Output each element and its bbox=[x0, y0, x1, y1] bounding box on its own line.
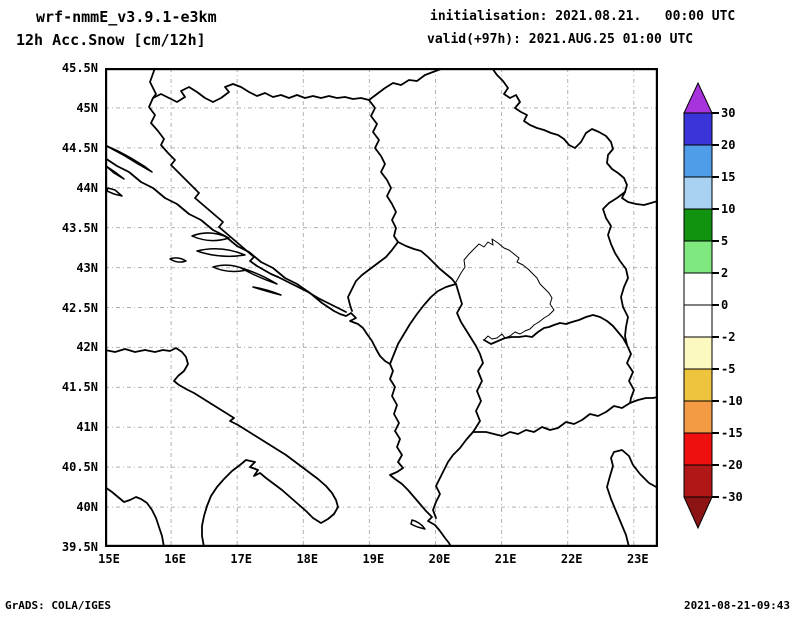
border-danube-romania bbox=[491, 68, 658, 206]
colorbar-tick bbox=[712, 496, 719, 498]
border-top-croatia bbox=[149, 68, 157, 99]
colorbar-level-label: -15 bbox=[721, 426, 743, 440]
lat-tick-label: 45N bbox=[76, 100, 98, 115]
colorbar-level-label: 15 bbox=[721, 170, 736, 184]
lat-tick-label: 40.5N bbox=[61, 460, 98, 475]
lat-tick-label: 42.5N bbox=[61, 300, 98, 315]
colorbar-level-label: -20 bbox=[721, 458, 743, 472]
lon-tick-label: 16E bbox=[164, 552, 186, 566]
lon-tick-label: 18E bbox=[296, 552, 319, 566]
colorbar-segment bbox=[683, 208, 713, 242]
grads-credit: GrADS: COLA/IGES bbox=[5, 599, 111, 612]
lat-tick-label: 42N bbox=[76, 340, 98, 355]
lon-tick-label: 17E bbox=[230, 552, 253, 566]
lon-tick-label: 20E bbox=[428, 552, 451, 566]
lon-tick-label: 21E bbox=[494, 552, 517, 566]
plot-timestamp: 2021-08-21-09:43 bbox=[684, 599, 790, 612]
colorbar-tick bbox=[712, 336, 719, 338]
colorbar-level-label: -30 bbox=[721, 490, 743, 504]
colorbar-tick bbox=[712, 176, 719, 178]
border-serbia-macedonia bbox=[483, 314, 628, 346]
colorbar-level-label: -2 bbox=[721, 330, 736, 344]
border-kosovo bbox=[455, 238, 555, 341]
colorbar-segment bbox=[683, 112, 713, 146]
init-time-label: initialisation: 2021.08.21. 00:00 UTC bbox=[430, 9, 736, 24]
colorbar-segment bbox=[683, 400, 713, 434]
colorbar bbox=[683, 81, 713, 530]
border-montenegro-albania bbox=[389, 283, 457, 365]
colorbar-level-label: 10 bbox=[721, 202, 736, 216]
border-serbia-montenegro bbox=[397, 241, 457, 285]
colorbar-tick bbox=[712, 208, 719, 210]
border-bulgaria bbox=[602, 191, 635, 404]
map-canvas bbox=[105, 68, 658, 547]
croatian-islands bbox=[105, 144, 426, 530]
lat-tick-label: 41.5N bbox=[61, 380, 98, 395]
colorbar-level-label: 30 bbox=[721, 106, 736, 120]
border-bosnia-montenegro bbox=[347, 241, 399, 312]
colorbar-tick bbox=[712, 432, 719, 434]
colorbar-tick bbox=[712, 144, 719, 146]
colorbar-tick bbox=[712, 368, 719, 370]
colorbar-segment bbox=[683, 272, 713, 306]
colorbar-level-label: 0 bbox=[721, 298, 729, 312]
lon-tick-label: 15E bbox=[98, 552, 120, 566]
valid-time-label: valid(+97h): 2021.AUG.25 01:00 UTC bbox=[427, 32, 694, 47]
map-frame bbox=[105, 68, 658, 547]
lat-tick-label: 44N bbox=[76, 180, 98, 195]
border-bosnia-north bbox=[152, 68, 447, 103]
lon-tick-label: 22E bbox=[560, 552, 583, 566]
colorbar-tick bbox=[712, 272, 719, 274]
colorbar-tick bbox=[712, 304, 719, 306]
border-macedonia-greece bbox=[472, 402, 631, 437]
colorbar-segment bbox=[683, 464, 713, 498]
lon-tick-label: 23E bbox=[626, 552, 649, 566]
border-drina bbox=[368, 99, 399, 243]
coast-calabria bbox=[105, 486, 165, 547]
colorbar-tick bbox=[712, 240, 719, 242]
lat-tick-label: 41N bbox=[76, 420, 98, 435]
model-title: wrf-nmmE_v3.9.1-e3km bbox=[36, 8, 217, 26]
lat-tick-label: 40N bbox=[76, 500, 98, 515]
colorbar-segment bbox=[683, 240, 713, 274]
colorbar-level-label: -10 bbox=[721, 394, 743, 408]
coastlines-and-borders bbox=[105, 68, 658, 547]
lat-tick-label: 45.5N bbox=[61, 61, 98, 75]
coast-east-adriatic bbox=[105, 157, 452, 547]
colorbar-tick bbox=[712, 400, 719, 402]
colorbar-level-label: -5 bbox=[721, 362, 736, 376]
lat-tick-label: 43N bbox=[76, 260, 98, 275]
coast-italy bbox=[105, 347, 339, 547]
coast-aegean bbox=[606, 449, 658, 547]
lat-tick-label: 44.5N bbox=[61, 140, 98, 155]
colorbar-level-label: 5 bbox=[721, 234, 729, 248]
colorbar-tick bbox=[712, 464, 719, 466]
product-title: 12h Acc.Snow [cm/12h] bbox=[16, 31, 206, 49]
border-albania-east bbox=[455, 283, 484, 433]
lat-tick-label: 43.5N bbox=[61, 220, 98, 235]
border-bosnia-west bbox=[148, 97, 279, 278]
colorbar-segment bbox=[683, 368, 713, 402]
colorbar-segment bbox=[683, 432, 713, 466]
colorbar-level-label: 20 bbox=[721, 138, 736, 152]
border-bulgaria-greece bbox=[629, 396, 658, 404]
colorbar-segment bbox=[683, 304, 713, 338]
colorbar-segment bbox=[683, 176, 713, 210]
colorbar-segment bbox=[683, 144, 713, 178]
grid-lines bbox=[105, 68, 658, 547]
colorbar-segment bbox=[683, 336, 713, 370]
border-greece-albania bbox=[432, 431, 474, 519]
colorbar-tick bbox=[712, 112, 719, 114]
colorbar-level-label: 2 bbox=[721, 266, 729, 280]
lon-tick-label: 19E bbox=[362, 552, 385, 566]
lat-tick-label: 39.5N bbox=[61, 540, 98, 554]
